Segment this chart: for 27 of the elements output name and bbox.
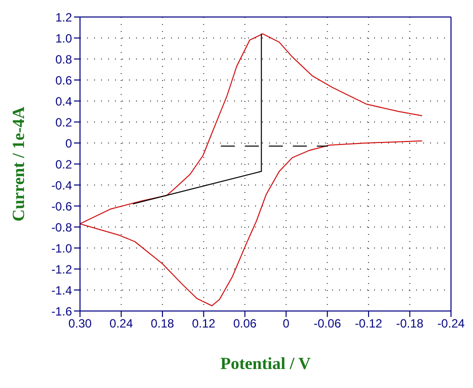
x-tick-label: -0.06 (314, 316, 342, 331)
x-tick-label: 0.06 (233, 316, 257, 331)
x-tick-label: -0.12 (354, 316, 383, 331)
x-tick-label: 0.30 (68, 316, 92, 331)
y-tick-label: -0.4 (51, 178, 72, 192)
x-tick-label: 0 (282, 316, 290, 331)
y-tick-label: -0.8 (51, 220, 72, 234)
y-tick-label: -1.0 (51, 241, 72, 256)
y-axis-title: Current / 1e-4A (9, 106, 28, 222)
x-axis-title: Potential / V (220, 354, 312, 373)
y-tick-label: 0.4 (55, 94, 72, 108)
y-tick-label: 0.2 (55, 115, 72, 130)
y-tick-label: 1.0 (55, 31, 72, 46)
y-tick-label: 0.2 (55, 157, 72, 172)
x-tick-label: -0.18 (396, 316, 424, 331)
y-tick-label: -1.6 (51, 304, 72, 318)
x-tick-label: -0.24 (437, 316, 465, 331)
y-tick-label: -1.2 (51, 262, 72, 276)
x-tick-label: 0.18 (150, 316, 174, 331)
y-tick-label: 1.2 (55, 10, 72, 24)
y-tick-label: -1.4 (51, 283, 72, 298)
y-tick-label: -0.6 (51, 199, 72, 214)
x-tick-label: 0.24 (110, 316, 134, 331)
y-tick-label: 0.8 (55, 52, 72, 66)
y-tick-label: 0.6 (55, 73, 72, 88)
y-tick-label: 0 (65, 136, 72, 150)
x-tick-label: 0.12 (192, 316, 216, 331)
